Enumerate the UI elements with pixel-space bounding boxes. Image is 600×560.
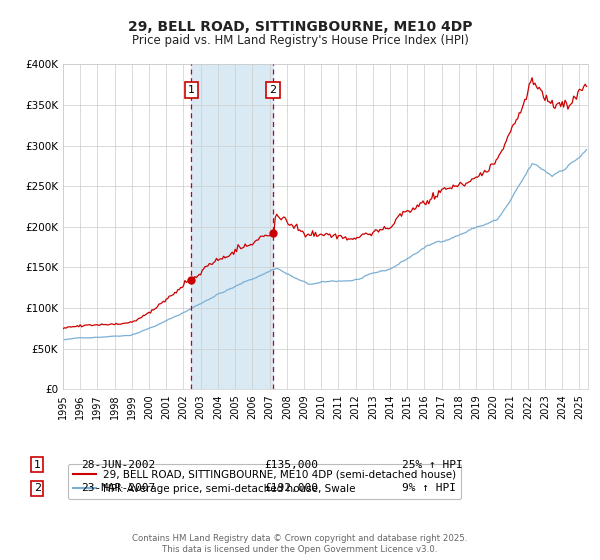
Text: 29, BELL ROAD, SITTINGBOURNE, ME10 4DP: 29, BELL ROAD, SITTINGBOURNE, ME10 4DP [128,20,472,34]
Text: 28-JUN-2002: 28-JUN-2002 [81,460,155,470]
Text: 25% ↑ HPI: 25% ↑ HPI [402,460,463,470]
Bar [191,64,273,389]
Text: £192,000: £192,000 [264,483,318,493]
Text: 9% ↑ HPI: 9% ↑ HPI [402,483,456,493]
Text: 2: 2 [269,85,277,95]
Text: Price paid vs. HM Land Registry's House Price Index (HPI): Price paid vs. HM Land Registry's House … [131,34,469,46]
Text: 1: 1 [34,460,41,470]
Text: £135,000: £135,000 [264,460,318,470]
Text: Contains HM Land Registry data © Crown copyright and database right 2025.
This d: Contains HM Land Registry data © Crown c… [132,534,468,554]
Text: 1: 1 [188,85,195,95]
Text: 23-MAR-2007: 23-MAR-2007 [81,483,155,493]
Legend: 29, BELL ROAD, SITTINGBOURNE, ME10 4DP (semi-detached house), HPI: Average price: 29, BELL ROAD, SITTINGBOURNE, ME10 4DP (… [68,464,461,499]
Text: 2: 2 [34,483,41,493]
